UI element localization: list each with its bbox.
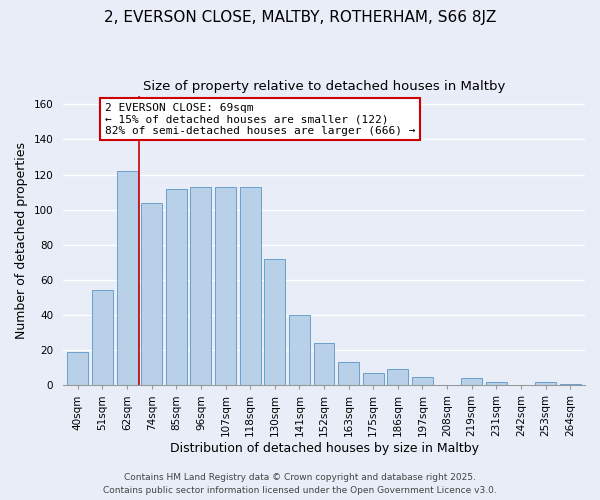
Bar bbox=[92, 290, 113, 386]
Bar bbox=[239, 187, 260, 386]
Y-axis label: Number of detached properties: Number of detached properties bbox=[15, 142, 28, 339]
Bar bbox=[363, 373, 384, 386]
Bar bbox=[461, 378, 482, 386]
Bar bbox=[141, 202, 162, 386]
Bar bbox=[535, 382, 556, 386]
Bar bbox=[215, 187, 236, 386]
Bar bbox=[560, 384, 581, 386]
Bar bbox=[388, 370, 409, 386]
Bar bbox=[412, 376, 433, 386]
Bar bbox=[338, 362, 359, 386]
Title: Size of property relative to detached houses in Maltby: Size of property relative to detached ho… bbox=[143, 80, 505, 93]
Bar bbox=[486, 382, 507, 386]
Bar bbox=[289, 315, 310, 386]
Bar bbox=[166, 188, 187, 386]
Bar bbox=[314, 343, 334, 386]
Bar bbox=[265, 259, 285, 386]
Bar bbox=[116, 171, 137, 386]
X-axis label: Distribution of detached houses by size in Maltby: Distribution of detached houses by size … bbox=[170, 442, 479, 455]
Text: Contains HM Land Registry data © Crown copyright and database right 2025.
Contai: Contains HM Land Registry data © Crown c… bbox=[103, 474, 497, 495]
Bar bbox=[190, 187, 211, 386]
Bar bbox=[67, 352, 88, 386]
Text: 2 EVERSON CLOSE: 69sqm
← 15% of detached houses are smaller (122)
82% of semi-de: 2 EVERSON CLOSE: 69sqm ← 15% of detached… bbox=[105, 103, 415, 136]
Text: 2, EVERSON CLOSE, MALTBY, ROTHERHAM, S66 8JZ: 2, EVERSON CLOSE, MALTBY, ROTHERHAM, S66… bbox=[104, 10, 496, 25]
